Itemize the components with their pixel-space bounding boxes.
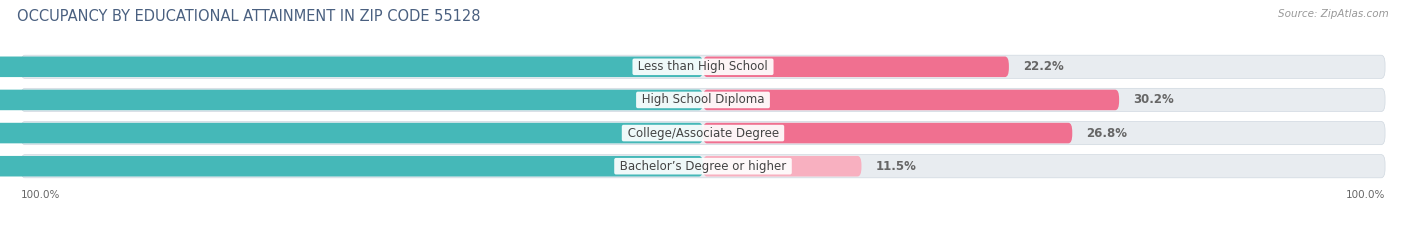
FancyBboxPatch shape [703, 123, 1073, 143]
FancyBboxPatch shape [21, 88, 1385, 112]
Text: 100.0%: 100.0% [1346, 190, 1385, 200]
FancyBboxPatch shape [703, 57, 1010, 77]
FancyBboxPatch shape [0, 123, 703, 143]
Text: Source: ZipAtlas.com: Source: ZipAtlas.com [1278, 9, 1389, 19]
FancyBboxPatch shape [0, 156, 703, 176]
FancyBboxPatch shape [0, 57, 703, 77]
FancyBboxPatch shape [703, 90, 1119, 110]
Text: 100.0%: 100.0% [21, 190, 60, 200]
Text: 30.2%: 30.2% [1133, 93, 1174, 106]
FancyBboxPatch shape [0, 90, 703, 110]
Text: High School Diploma: High School Diploma [638, 93, 768, 106]
Text: 26.8%: 26.8% [1085, 127, 1128, 140]
FancyBboxPatch shape [21, 121, 1385, 145]
FancyBboxPatch shape [21, 55, 1385, 78]
Text: OCCUPANCY BY EDUCATIONAL ATTAINMENT IN ZIP CODE 55128: OCCUPANCY BY EDUCATIONAL ATTAINMENT IN Z… [17, 9, 481, 24]
Text: 22.2%: 22.2% [1022, 60, 1063, 73]
Text: 11.5%: 11.5% [876, 160, 917, 173]
FancyBboxPatch shape [703, 156, 862, 176]
Text: College/Associate Degree: College/Associate Degree [624, 127, 782, 140]
Text: Bachelor’s Degree or higher: Bachelor’s Degree or higher [616, 160, 790, 173]
FancyBboxPatch shape [21, 155, 1385, 178]
Text: Less than High School: Less than High School [634, 60, 772, 73]
